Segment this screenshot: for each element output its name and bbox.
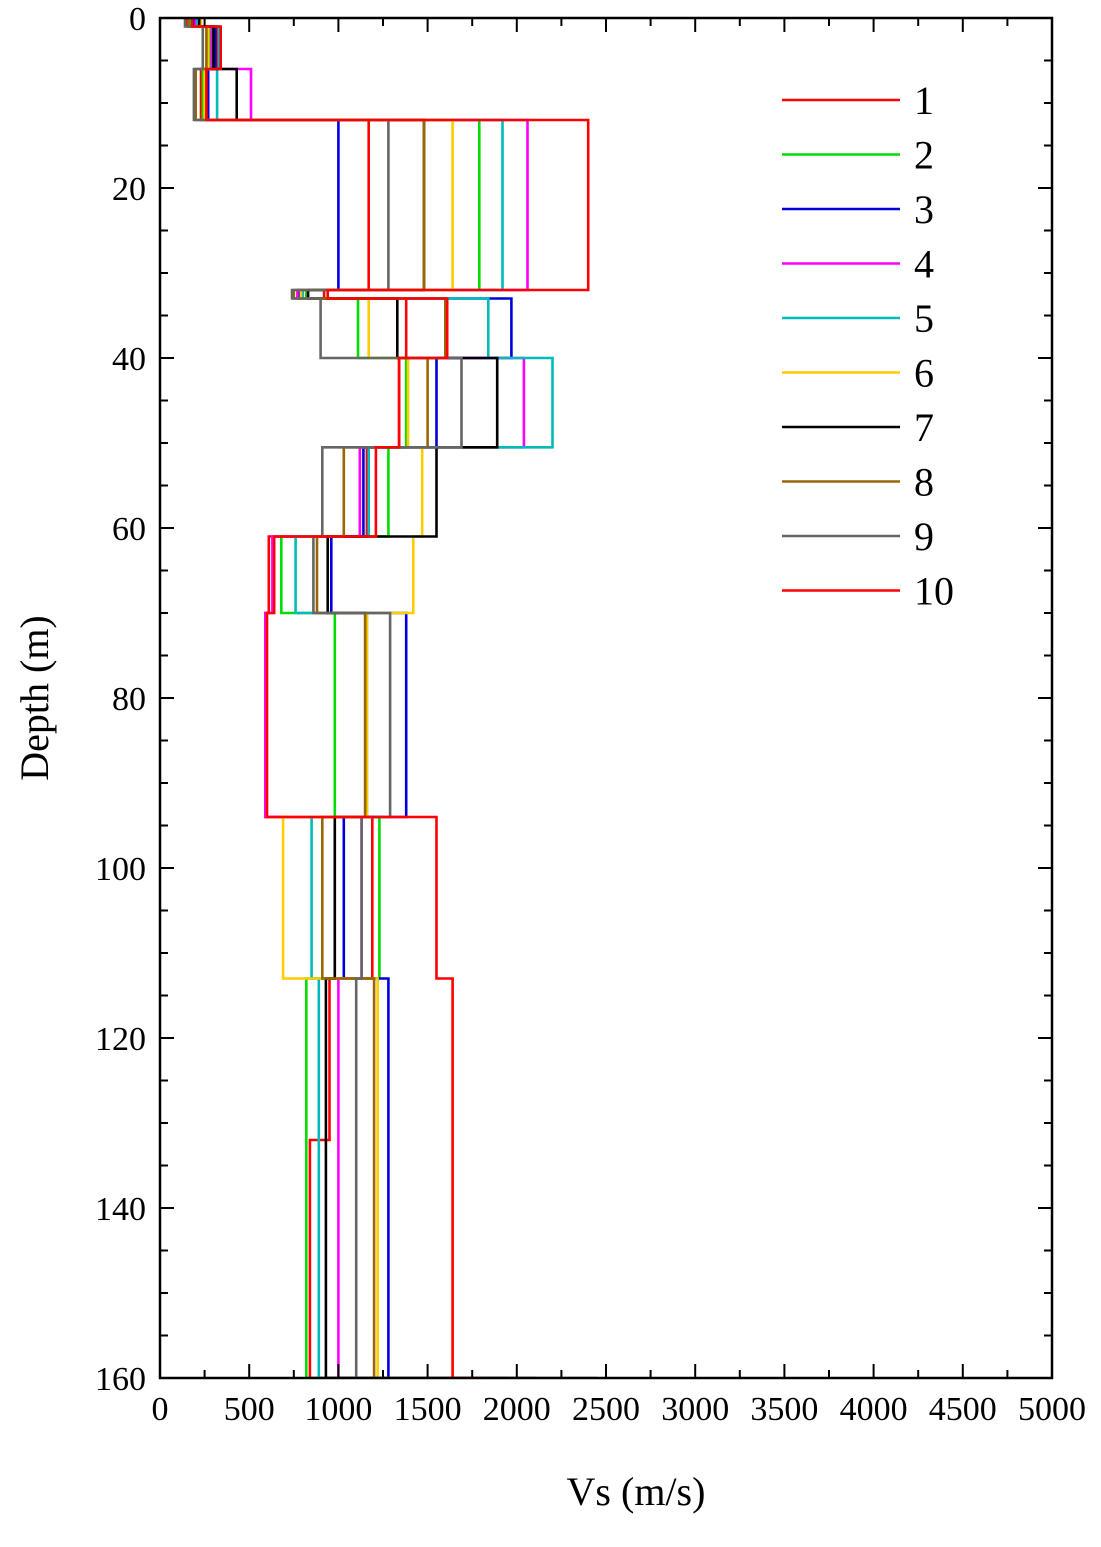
x-tick-label: 1000 xyxy=(304,1391,372,1428)
legend-label: 9 xyxy=(914,514,934,559)
legend-item-8: 8 xyxy=(782,460,934,505)
series-line-7 xyxy=(197,18,510,1378)
legend-label: 5 xyxy=(914,296,934,341)
series-line-9 xyxy=(183,18,483,1378)
legend-item-7: 7 xyxy=(782,405,934,450)
legend-label: 1 xyxy=(914,78,934,123)
legend-label: 8 xyxy=(914,460,934,505)
legend: 1 2 3 4 5 6 7 8 9 10 xyxy=(782,78,954,614)
legend-item-9: 9 xyxy=(782,514,934,559)
y-tick-label: 20 xyxy=(112,171,146,208)
series-line-6 xyxy=(199,18,454,1378)
y-tick-label: 120 xyxy=(95,1021,146,1058)
x-tick-label: 2000 xyxy=(483,1391,551,1428)
series-line-5 xyxy=(196,18,554,1378)
y-axis-title: Depth (m) xyxy=(12,615,57,781)
legend-item-5: 5 xyxy=(782,296,934,341)
y-tick-label: 40 xyxy=(112,341,146,378)
legend-label: 10 xyxy=(914,569,954,614)
legend-item-1: 1 xyxy=(782,78,934,123)
x-axis-title: Vs (m/s) xyxy=(567,1469,706,1514)
series-line-10 xyxy=(190,18,590,1378)
x-axis: 0 500 1000 1500 2000 2500 3000 3500 4000 4500 5000 xyxy=(152,18,1086,1428)
x-tick-label: 0 xyxy=(152,1391,169,1428)
x-tick-label: 500 xyxy=(224,1391,275,1428)
x-tick-label: 1500 xyxy=(394,1391,462,1428)
y-axis: 0 20 40 60 80 100 120 140 160 xyxy=(95,1,1052,1398)
legend-label: 2 xyxy=(914,133,934,178)
y-tick-label: 140 xyxy=(95,1191,146,1228)
legend-item-10: 10 xyxy=(782,569,954,614)
legend-label: 4 xyxy=(914,242,934,287)
legend-item-2: 2 xyxy=(782,133,934,178)
series-line-4 xyxy=(194,18,529,1378)
series-layer xyxy=(183,18,598,1378)
y-tick-label: 160 xyxy=(95,1361,146,1398)
legend-item-3: 3 xyxy=(782,187,934,232)
legend-item-6: 6 xyxy=(782,351,934,396)
series-line-8 xyxy=(187,18,598,1378)
y-tick-label: 100 xyxy=(95,851,146,888)
x-tick-label: 3000 xyxy=(661,1391,729,1428)
x-tick-label: 4000 xyxy=(840,1391,908,1428)
legend-label: 3 xyxy=(914,187,934,232)
x-tick-label: 5000 xyxy=(1018,1391,1086,1428)
x-tick-label: 3500 xyxy=(750,1391,818,1428)
y-tick-label: 80 xyxy=(112,681,146,718)
y-tick-label: 0 xyxy=(129,1,146,38)
series-line-3 xyxy=(192,18,537,1378)
legend-item-4: 4 xyxy=(782,242,934,287)
legend-label: 7 xyxy=(914,405,934,450)
series-line-2 xyxy=(189,18,481,1378)
y-tick-label: 60 xyxy=(112,511,146,548)
legend-label: 6 xyxy=(914,351,934,396)
x-tick-label: 2500 xyxy=(572,1391,640,1428)
x-tick-label: 4500 xyxy=(929,1391,997,1428)
